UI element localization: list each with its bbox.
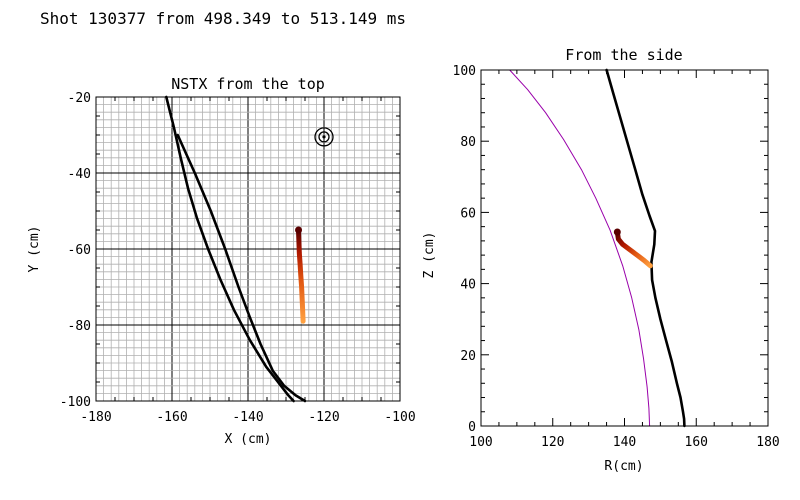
top-view-ytick-label: -100: [60, 395, 91, 410]
target-marker-dot: [322, 135, 326, 139]
side-view-title: From the side: [565, 46, 682, 64]
side-view-xtick-label: 160: [685, 435, 708, 450]
figure-title: Shot 130377 from 498.349 to 513.149 ms: [40, 9, 406, 28]
side-view-series-line-0: [509, 69, 651, 427]
top-view-panel: NSTX from the top -180 -160 -140 -120 -100-1…: [27, 75, 416, 447]
side-view-ytick-label: 80: [460, 135, 476, 150]
side-view-xtick-label: 120: [541, 435, 564, 450]
target-marker-inner-ring: [318, 131, 330, 143]
top-view-series: [165, 95, 307, 403]
side-view-ytick-label: 60: [460, 206, 476, 221]
top-view-trace-start-point: [295, 226, 303, 234]
top-view-series-line-1: [176, 133, 307, 403]
side-view-xtick-label: 140: [613, 435, 636, 450]
target-marker: [314, 127, 334, 147]
side-view-ticks: 100 120 140 160 180 0 20 40 60 80 100: [453, 64, 780, 450]
top-view-ytick-label: -60: [68, 243, 91, 258]
side-view-ytick-label: 100: [453, 64, 476, 79]
top-view-ylabel: Y (cm): [27, 226, 42, 273]
side-view-xlabel: R(cm): [604, 459, 643, 474]
top-view-xtick-label: -100: [384, 410, 415, 425]
target-marker-outer-ring: [314, 127, 334, 147]
top-view-series-line-0: [165, 95, 295, 403]
top-view-ytick-label: -80: [68, 319, 91, 334]
top-view-xtick-label: -120: [308, 410, 339, 425]
side-view-ylabel: Z (cm): [422, 232, 437, 279]
top-view-ticks: -180 -160 -140 -120 -100 -100 -80 -60 -40 -20: [60, 91, 416, 425]
side-view-ytick-label: 40: [460, 278, 476, 293]
top-view-xtick-label: -160: [156, 410, 187, 425]
side-view-series: [509, 68, 686, 428]
top-view-ytick-label: -20: [68, 91, 91, 106]
top-view-grid: [95, 96, 401, 402]
side-view-bright-trace: [614, 229, 653, 269]
side-view-series-line-1: [605, 68, 686, 428]
top-view-xtick-label: -140: [232, 410, 263, 425]
side-view-trace-start-point: [613, 228, 621, 236]
side-view-ytick-label: 20: [460, 349, 476, 364]
top-view-bright-trace: [296, 227, 306, 324]
side-view-xtick-label: 180: [756, 435, 779, 450]
top-view-title: NSTX from the top: [171, 75, 325, 93]
side-view-panel: From the side 100 120 140 160 18002040608010…: [422, 46, 780, 474]
top-view-ytick-label: -40: [68, 167, 91, 182]
top-view-xlabel: X (cm): [225, 432, 272, 447]
side-view-ytick-label: 0: [468, 420, 476, 435]
side-view-xtick-label: 100: [469, 435, 492, 450]
top-view-xtick-label: -180: [80, 410, 111, 425]
